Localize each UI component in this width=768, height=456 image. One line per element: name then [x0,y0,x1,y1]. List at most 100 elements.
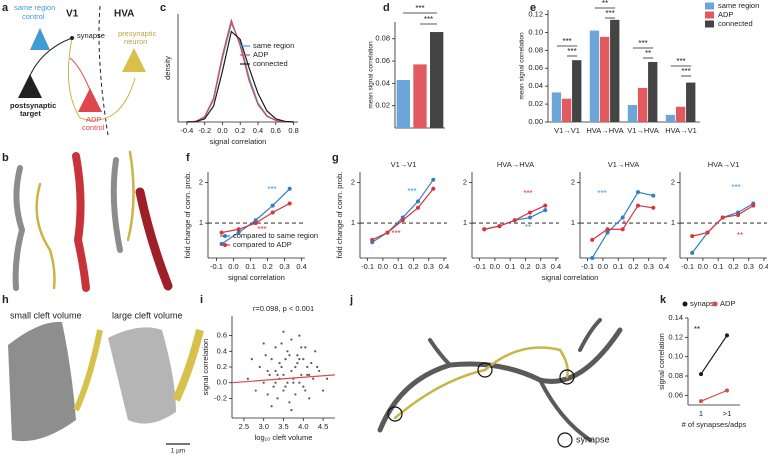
series-line [700,335,728,375]
x-tick-label: 4.0 [298,422,308,431]
chart-title: V1→V1 [391,160,417,169]
scatter-point [268,373,271,376]
label: control [82,123,105,132]
x-tick-label: 0.6 [271,126,281,135]
scatter-point [314,350,317,353]
significance: ** [525,223,531,232]
y-axis-label: fold change of conn. prob. [183,172,192,259]
series-line [484,205,546,230]
scatter-point [282,330,285,333]
synapse-marker [477,362,493,378]
label: large cleft volume [112,310,183,320]
x-tick-label: 0.2 [628,262,638,271]
x-tick-label: 0.2 [235,126,245,135]
legend-label: synapse [690,299,718,308]
scatter-point [290,338,293,341]
bar [396,80,410,128]
point [528,210,532,215]
axon [67,37,136,121]
black-neuron [18,74,42,98]
point [699,399,703,404]
y-axis-label: mean signal correlation [368,41,375,109]
point [512,218,517,223]
x-axis-label: signal correlation [228,273,285,282]
scatter-point [298,334,301,337]
series-line [186,30,294,123]
legend-label: synapse [576,434,610,444]
x-tick-label: 0.4 [253,126,263,135]
y-tick-label: 0.08 [668,371,683,380]
y-tick-label: 0.6 [217,331,227,340]
x-tick-label: HVA→V1 [665,126,697,135]
x-tick-label: 0.3 [743,262,753,271]
y-tick-label: 0.04 [528,81,543,90]
scatter-point [312,377,315,380]
x-tick-label: 0.2 [262,262,272,271]
scatter-point [270,358,273,361]
significance: *** [731,183,740,192]
legend-label: connected [253,59,288,68]
bar [627,104,638,122]
chart-title: V1→HVA [608,160,640,169]
dendrite-render [377,327,623,433]
scatter-point [266,369,269,373]
x-tick-label: -0.1 [473,262,486,271]
x-axis-label: signal correlation [210,137,267,146]
x-tick-label: 0.0 [378,262,388,271]
y-tick-label: 1 [463,218,467,227]
chart-title: HVA→V1 [708,160,740,169]
point [287,201,292,206]
scatter-point [298,358,301,361]
y-tick-label: 2 [463,178,467,187]
scatter-point [284,385,287,388]
panel-a-diagram: V1 HVA same region control synapse presy… [10,3,157,136]
x-tick-label: 0.2 [728,262,738,271]
point [690,250,695,255]
y-tick-label: 2 [571,178,575,187]
bar [413,64,427,128]
dendrite-render [8,321,76,442]
scatter-point [298,381,301,384]
y-axis-label: density [163,56,172,80]
point [605,230,610,235]
scatter-point [316,365,319,369]
point [219,230,224,235]
panel-label: f [186,152,190,164]
bar [599,36,610,122]
y-axis-label: fold change of conn. prob. [335,172,344,259]
scatter-point [254,389,257,392]
legend-swatch [223,243,227,247]
scatter-point [318,369,321,373]
label: same region [14,3,55,12]
significance: *** [605,9,614,18]
dendrite-render [135,187,173,291]
scatter-point [266,393,269,396]
scatter-point [288,401,291,404]
bar [589,30,600,122]
y-tick-label: 0.14 [668,313,683,322]
scatter-point [274,381,277,384]
label: small cleft volume [10,310,82,320]
panel-label: b [2,152,9,164]
y-axis-label: signal correlation [657,333,666,390]
trend-line [231,374,336,384]
scatter-point [284,358,287,361]
x-tick-label: 4.5 [318,422,328,431]
legend-swatch [682,301,688,307]
significance: ** [737,231,743,240]
x-axis-label: log₁₀ cleft volume [255,433,313,442]
point [416,205,420,210]
legend-marker [557,432,573,448]
y-tick-label: 0.10 [528,27,543,36]
adp-axon [69,57,91,91]
scatter-point [322,389,325,392]
y-tick-label: 0.02 [528,99,543,108]
x-tick-label: 0.1 [613,262,623,271]
panel-b-image [12,150,173,292]
y-tick-label: 0.08 [528,45,543,54]
y-tick-label: 0.08 [375,34,390,43]
point [543,203,548,208]
scatter-point [302,358,305,361]
label: target [20,109,41,118]
legend-swatch [705,2,714,10]
